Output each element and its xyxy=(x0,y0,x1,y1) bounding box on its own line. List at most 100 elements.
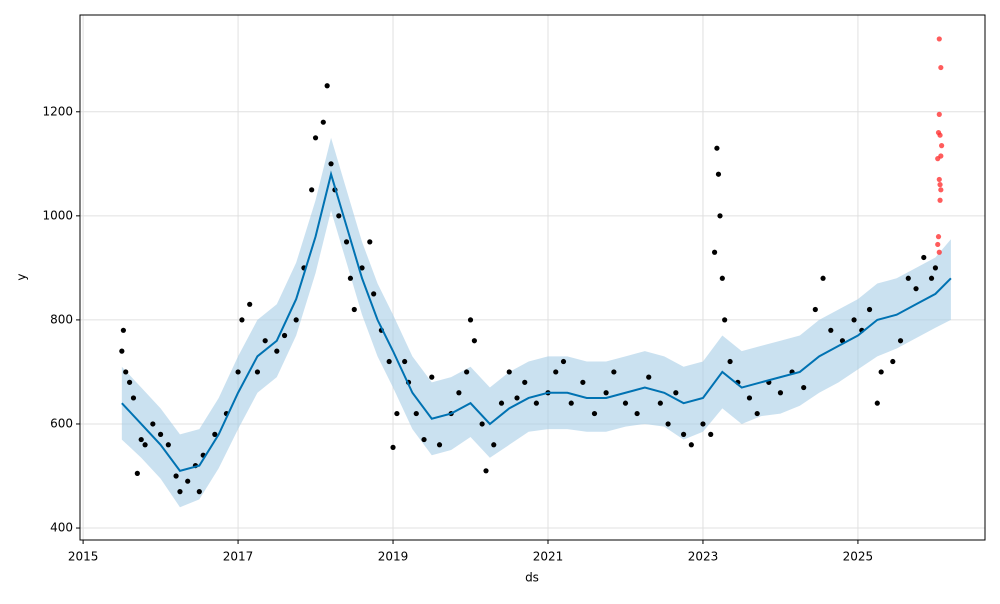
observed-point xyxy=(371,291,377,297)
outlier-point xyxy=(935,234,942,240)
observed-point xyxy=(634,410,640,417)
uncertainty-band xyxy=(121,137,951,508)
observed-point xyxy=(320,119,326,125)
observed-point xyxy=(165,442,171,448)
observed-point xyxy=(866,306,873,313)
x-tick-label: 2019 xyxy=(378,550,409,564)
observed-point xyxy=(874,400,880,406)
y-tick-label: 600 xyxy=(50,416,73,430)
observed-point xyxy=(722,317,728,323)
observed-point xyxy=(514,395,520,401)
observed-point xyxy=(119,348,125,354)
y-tick-label: 400 xyxy=(50,521,73,535)
observed-point xyxy=(711,249,718,255)
observed-point xyxy=(130,395,137,401)
observed-point xyxy=(913,286,919,292)
observed-point xyxy=(591,410,598,417)
observed-point xyxy=(421,436,427,443)
observed-point xyxy=(134,470,140,476)
observed-point xyxy=(932,265,939,271)
observed-point xyxy=(177,489,183,495)
observed-point xyxy=(727,358,733,365)
observed-point xyxy=(309,187,315,193)
observed-point xyxy=(890,358,896,365)
observed-point xyxy=(429,374,435,380)
observed-point xyxy=(603,390,609,396)
observed-point xyxy=(123,369,129,375)
observed-point xyxy=(491,442,497,448)
observed-point xyxy=(483,468,489,474)
observed-point xyxy=(719,275,725,281)
observed-point xyxy=(324,83,330,89)
outlier-point xyxy=(938,187,944,193)
observed-point xyxy=(665,421,671,427)
outlier-point xyxy=(936,249,942,255)
observed-point xyxy=(247,301,253,307)
observed-point xyxy=(359,265,365,271)
observed-point xyxy=(715,171,722,177)
observed-point xyxy=(351,306,357,313)
observed-point xyxy=(560,358,567,365)
observed-point xyxy=(413,410,419,417)
observed-point xyxy=(336,213,342,219)
observed-point xyxy=(657,400,663,406)
observed-point xyxy=(347,275,354,281)
y-axis-label: y xyxy=(15,273,29,280)
observed-point xyxy=(754,410,760,417)
x-tick-label: 2017 xyxy=(223,550,254,564)
observed-point xyxy=(456,390,462,396)
observed-point xyxy=(274,348,280,354)
observed-point xyxy=(436,442,443,448)
observed-point xyxy=(828,327,834,333)
observed-point xyxy=(390,444,396,450)
observed-point xyxy=(367,239,373,245)
observed-point xyxy=(281,332,288,339)
y-tick-label: 1200 xyxy=(42,104,73,118)
observed-point xyxy=(680,431,687,437)
y-tick-label: 800 xyxy=(50,312,73,326)
observed-point xyxy=(746,395,753,401)
observed-point xyxy=(928,275,935,281)
outlier-point xyxy=(939,142,945,149)
observed-point xyxy=(254,369,261,375)
observed-point xyxy=(479,421,485,427)
observed-point xyxy=(812,306,818,313)
observed-point xyxy=(921,254,927,261)
outlier-point xyxy=(937,197,943,203)
observed-point xyxy=(471,338,477,344)
observed-point xyxy=(120,327,126,333)
observed-point xyxy=(851,317,857,323)
observed-point xyxy=(464,369,470,375)
observed-point xyxy=(343,239,350,245)
observed-point xyxy=(820,275,826,281)
observed-point xyxy=(897,338,904,344)
outlier-point xyxy=(936,111,942,117)
plot-frame xyxy=(79,14,986,541)
x-tick-label: 2021 xyxy=(533,550,564,564)
observed-point xyxy=(386,358,392,365)
observed-point xyxy=(467,317,474,323)
observed-point xyxy=(138,436,144,443)
observed-point xyxy=(196,489,202,495)
observed-point xyxy=(522,379,528,385)
outlier-point xyxy=(936,36,942,42)
x-tick-label: 2015 xyxy=(68,550,99,564)
observed-point xyxy=(506,369,512,375)
observed-point xyxy=(878,369,884,375)
observed-point xyxy=(239,317,245,323)
x-tick-label: 2023 xyxy=(688,550,719,564)
outlier-point xyxy=(938,64,944,71)
observed-point xyxy=(126,379,133,385)
observed-point xyxy=(553,369,559,375)
observed-point xyxy=(580,379,586,385)
observed-point xyxy=(142,442,148,448)
observed-point xyxy=(708,431,714,437)
observed-point xyxy=(498,400,505,406)
outlier-point xyxy=(937,182,943,188)
observed-point xyxy=(150,421,156,427)
observed-point xyxy=(533,400,539,406)
observed-point xyxy=(185,478,191,484)
observed-point xyxy=(673,390,679,396)
observed-point xyxy=(717,213,723,219)
